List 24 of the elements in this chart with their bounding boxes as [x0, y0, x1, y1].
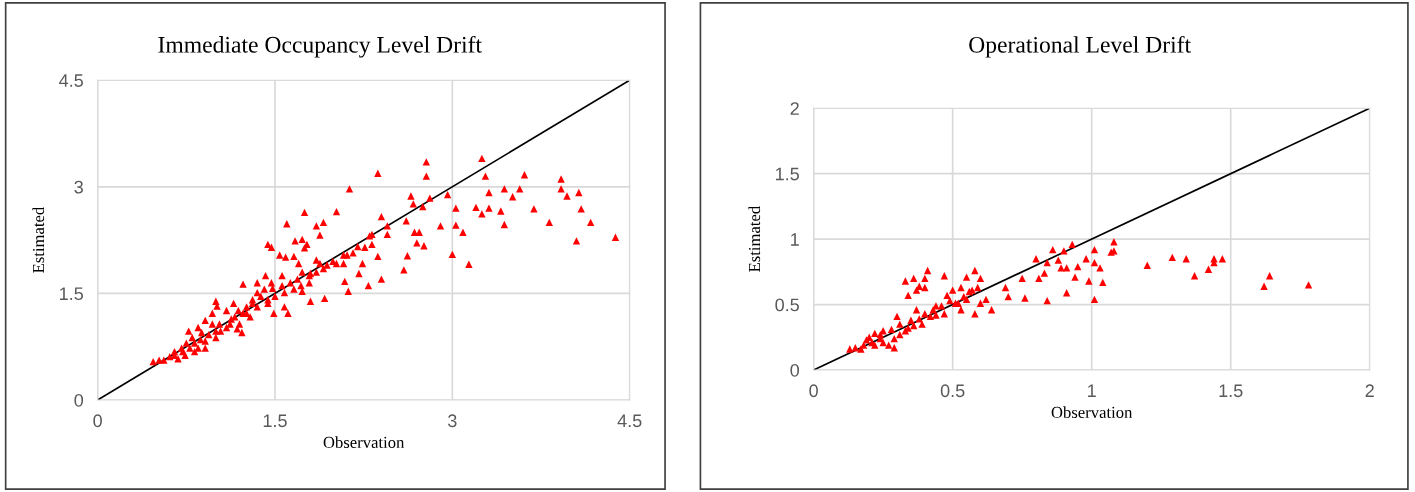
x-tick-label: 4.5 — [617, 414, 642, 428]
x-tick-label: 0 — [809, 384, 818, 398]
x-tick-label: 1.5 — [1219, 384, 1243, 398]
y-tick-label: 0.5 — [775, 298, 799, 312]
y-tick-label: 3 — [74, 180, 83, 194]
x-tick-label: 0.5 — [940, 384, 965, 398]
x-tick-label: 0 — [93, 414, 102, 428]
y-tick-label: 1.5 — [60, 287, 83, 301]
y-tick-label: 0 — [790, 363, 800, 377]
y-tick-label: 0 — [74, 393, 84, 407]
x-tick-label: 3 — [448, 414, 457, 428]
x-axis-title: Observation — [1051, 406, 1133, 418]
x-tick-label: 1.5 — [263, 414, 287, 428]
y-axis-title: Estimated — [32, 206, 45, 273]
y-tick-label: 2 — [790, 102, 799, 115]
y-tick-label: 1.5 — [776, 167, 799, 181]
x-tick-label: 2 — [1365, 384, 1374, 397]
chart-title: Operational Level Drift — [969, 35, 1191, 58]
x-axis-title: Observation — [323, 436, 405, 448]
chart-title: Immediate Occupancy Level Drift — [158, 35, 482, 58]
y-axis-title: Estimated — [748, 205, 761, 272]
y-tick-label: 4.5 — [59, 74, 83, 87]
x-tick-label: 1 — [1088, 384, 1096, 397]
y-tick-label: 1 — [791, 233, 799, 246]
